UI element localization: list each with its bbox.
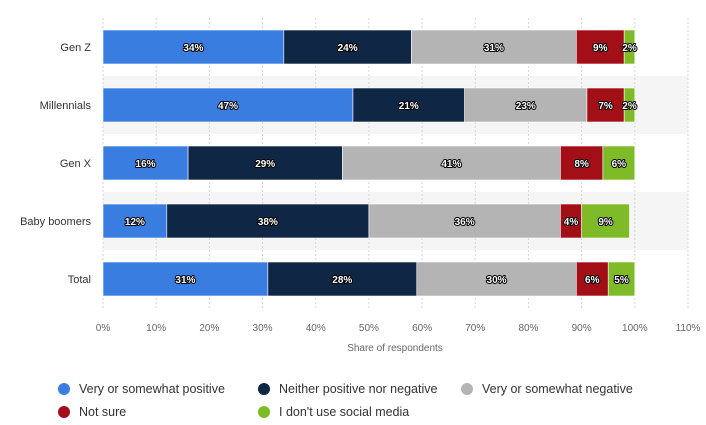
data-label: 31% <box>484 43 504 54</box>
bar-segment-very-or-somewhat-positive <box>102 203 168 239</box>
legend-swatch <box>58 383 70 395</box>
stacked-bar-chart: 34% 24% 31% 9% 2% 47% 21% 23% 7% 2% 16% 29% 41% 8% 6% 1… <box>20 18 701 354</box>
x-tick-label: 80% <box>518 323 538 334</box>
legend-label: Very or somewhat negative <box>482 382 633 396</box>
bar-segment-neither-positive-nor-negative <box>283 29 412 65</box>
data-label: 34% <box>183 43 203 54</box>
data-label: 6% <box>585 275 600 286</box>
legend-label: Not sure <box>79 405 127 419</box>
data-label: 21% <box>399 101 419 112</box>
bar-segment-very-or-somewhat-negative <box>411 29 577 65</box>
bar-segment-very-or-somewhat-positive <box>102 145 189 181</box>
data-label: 41% <box>441 159 461 170</box>
bar-segment-very-or-somewhat-positive <box>102 261 269 297</box>
x-tick-label: 110% <box>676 323 701 334</box>
data-label: 2% <box>622 101 637 112</box>
category-label: Baby boomers <box>20 216 91 228</box>
bar-segment-not-sure <box>586 87 625 123</box>
x-tick-label: 0% <box>96 323 111 334</box>
x-tick-label: 90% <box>572 323 592 334</box>
bar-segment-very-or-somewhat-negative <box>368 203 561 239</box>
bars <box>102 29 636 297</box>
legend-item-neither-positive-nor-negative[interactable]: Neither positive nor negative <box>258 382 437 396</box>
legend-item-very-or-somewhat-negative[interactable]: Very or somewhat negative <box>461 382 633 396</box>
data-label: 8% <box>574 159 589 170</box>
bar-segment-i-don-t-use-social-media <box>602 145 636 181</box>
bar-segment-very-or-somewhat-negative <box>464 87 588 123</box>
legend-swatch <box>58 406 70 418</box>
bar-segment-i-don-t-use-social-media <box>623 87 636 123</box>
bar-segment-not-sure <box>576 261 609 297</box>
data-labels: 34% 24% 31% 9% 2% 47% 21% 23% 7% 2% 16% 29% 41% 8% 6% 1… <box>124 42 638 287</box>
x-tick-label: 40% <box>306 323 326 334</box>
x-tick-label: 10% <box>146 323 166 334</box>
x-tick-label: 50% <box>359 323 379 334</box>
data-label: 6% <box>612 159 627 170</box>
bar-segment-neither-positive-nor-negative <box>187 145 343 181</box>
legend-item-i-don-t-use-social-media[interactable]: I don't use social media <box>258 405 409 419</box>
bar-segment-very-or-somewhat-positive <box>102 29 285 65</box>
data-label: 12% <box>125 217 145 228</box>
data-label: 9% <box>593 43 608 54</box>
legend-label: Neither positive nor negative <box>279 382 438 396</box>
category-label: Total <box>68 274 91 286</box>
bar-segment-i-don-t-use-social-media <box>607 261 636 297</box>
data-label: 24% <box>338 43 358 54</box>
legend-swatch <box>461 383 473 395</box>
bar-segment-i-don-t-use-social-media <box>581 203 630 239</box>
legend-item-very-or-somewhat-positive[interactable]: Very or somewhat positive <box>58 382 225 396</box>
data-label: 7% <box>598 101 613 112</box>
legend-swatch <box>258 383 270 395</box>
x-tick-label: 20% <box>199 323 219 334</box>
data-label: 5% <box>614 275 629 286</box>
bar-segment-not-sure <box>576 29 625 65</box>
data-label: 4% <box>564 217 579 228</box>
bar-segment-neither-positive-nor-negative <box>166 203 370 239</box>
data-label: 16% <box>136 159 156 170</box>
bar-segment-very-or-somewhat-positive <box>102 87 354 123</box>
x-axis-title: Share of respondents <box>347 343 443 354</box>
data-label: 9% <box>598 217 613 228</box>
category-label: Millennials <box>40 100 92 112</box>
category-label: Gen Z <box>60 42 91 54</box>
data-label: 23% <box>516 101 536 112</box>
data-label: 28% <box>332 275 352 286</box>
x-axis-ticks: 0% 10% 20% 30% 40% 50% 60% 70% 80% 90% 100% 110% <box>96 323 701 334</box>
data-label: 31% <box>175 275 195 286</box>
legend-label: Very or somewhat positive <box>79 382 225 396</box>
x-tick-label: 100% <box>622 323 648 334</box>
data-label: 2% <box>622 43 637 54</box>
data-label: 36% <box>455 217 475 228</box>
data-label: 47% <box>218 101 238 112</box>
bar-segment-neither-positive-nor-negative <box>267 261 418 297</box>
legend-item-not-sure[interactable]: Not sure <box>58 405 126 419</box>
bar-segment-very-or-somewhat-negative <box>416 261 577 297</box>
category-labels: Gen Z Millennials Gen X Baby boomers Total <box>20 42 92 286</box>
x-tick-label: 30% <box>253 323 273 334</box>
data-label: 29% <box>255 159 275 170</box>
x-tick-label: 70% <box>465 323 485 334</box>
category-label: Gen X <box>60 158 92 170</box>
bar-segment-i-don-t-use-social-media <box>623 29 636 65</box>
data-label: 38% <box>258 217 278 228</box>
x-tick-label: 60% <box>412 323 432 334</box>
legend-swatch <box>258 406 270 418</box>
legend-label: I don't use social media <box>279 405 410 419</box>
data-label: 30% <box>487 275 507 286</box>
